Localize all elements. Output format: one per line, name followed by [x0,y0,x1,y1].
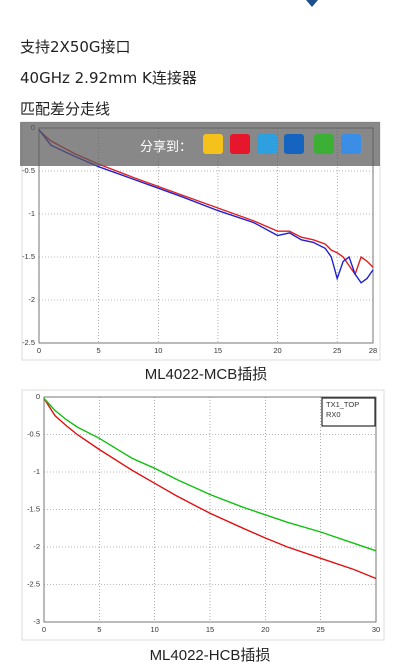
share-icon[interactable] [284,134,304,154]
y-tick-label: -1 [33,467,40,476]
x-tick-label: 0 [37,346,41,355]
series-line [43,398,377,580]
share-bar: 分享到： [20,122,380,166]
top-icon [306,0,318,7]
series-line [38,129,374,284]
x-tick-label: 5 [97,346,101,355]
y-tick-label: -2 [33,542,40,551]
series-line [43,398,377,552]
x-tick-label: 30 [372,625,380,634]
y-tick-label: -0.5 [22,166,35,175]
share-icon[interactable] [203,134,223,154]
y-tick-label: -3 [33,617,40,626]
share-label: 分享到： [140,140,193,155]
x-tick-label: 15 [214,346,222,355]
x-tick-label: 15 [206,625,214,634]
share-icon[interactable] [341,134,361,154]
y-tick-label: -2.5 [22,338,35,347]
y-tick-label: -1 [28,209,35,218]
y-tick-label: -1.5 [27,504,40,513]
x-tick-label: 28 [369,346,377,355]
share-icon[interactable] [230,134,250,154]
x-tick-label: 5 [97,625,101,634]
nav-arrow [306,0,318,7]
share-icon[interactable] [257,134,277,154]
y-tick-label: 0 [36,392,40,401]
x-tick-label: 10 [154,346,162,355]
x-tick-label: 20 [273,346,281,355]
x-tick-label: 10 [150,625,158,634]
feature: 匹配差分走线 [20,100,111,118]
y-tick-label: -2 [28,295,35,304]
chart-caption: ML4022-HCB插损 [150,647,271,664]
chart-caption: ML4022-MCB插损 [145,366,268,383]
y-tick-label: -1.5 [22,252,35,261]
x-tick-label: 25 [333,346,341,355]
legend-label: TX1_TOP [326,400,359,409]
x-tick-label: 20 [261,625,269,634]
feature: 支持2X50G接口 [20,38,131,56]
share-icon[interactable] [314,134,334,154]
x-tick-label: 25 [316,625,324,634]
series-line [38,130,374,276]
legend-box [321,397,376,427]
legend-label: RX0 [326,410,341,419]
y-tick-label: -2.5 [27,579,40,588]
x-tick-label: 0 [42,625,46,634]
feature: 40GHz 2.92mm K连接器 [20,69,197,87]
y-tick-label: -0.5 [27,429,40,438]
